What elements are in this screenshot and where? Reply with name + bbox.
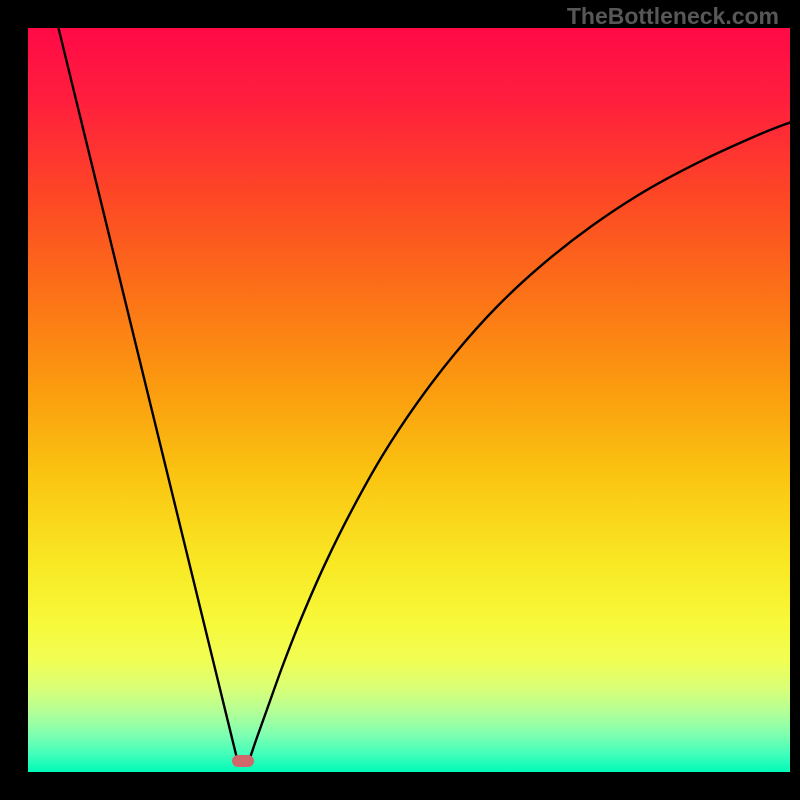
bottleneck-curve — [28, 28, 790, 772]
frame-bottom — [0, 772, 800, 800]
bottleneck-chart — [28, 28, 790, 772]
frame-left — [0, 0, 28, 800]
optimal-point-marker — [232, 755, 254, 767]
frame-right — [790, 0, 800, 800]
watermark-text: TheBottleneck.com — [567, 3, 779, 30]
